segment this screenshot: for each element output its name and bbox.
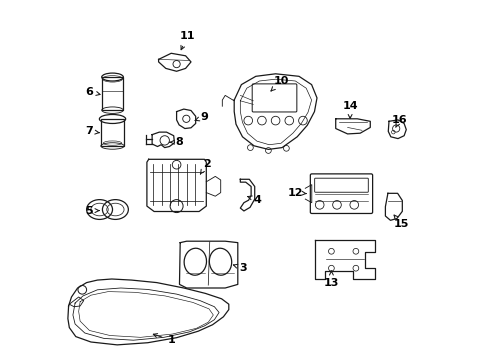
Text: 5: 5 (86, 206, 99, 216)
Text: 6: 6 (86, 87, 100, 97)
Bar (102, 77, 123, 110)
Text: 13: 13 (324, 271, 339, 288)
Text: 7: 7 (86, 126, 99, 136)
Text: 3: 3 (233, 263, 247, 273)
Text: 15: 15 (394, 215, 409, 229)
Text: 11: 11 (180, 31, 195, 50)
Text: 2: 2 (200, 159, 211, 174)
Text: 8: 8 (170, 137, 183, 147)
Text: 16: 16 (392, 114, 408, 127)
Text: 14: 14 (343, 101, 358, 118)
Text: 10: 10 (271, 76, 289, 91)
Text: 1: 1 (153, 334, 175, 345)
Bar (101, 119, 124, 146)
Text: 9: 9 (195, 112, 209, 122)
Text: 12: 12 (288, 188, 306, 198)
Text: 4: 4 (248, 195, 262, 205)
